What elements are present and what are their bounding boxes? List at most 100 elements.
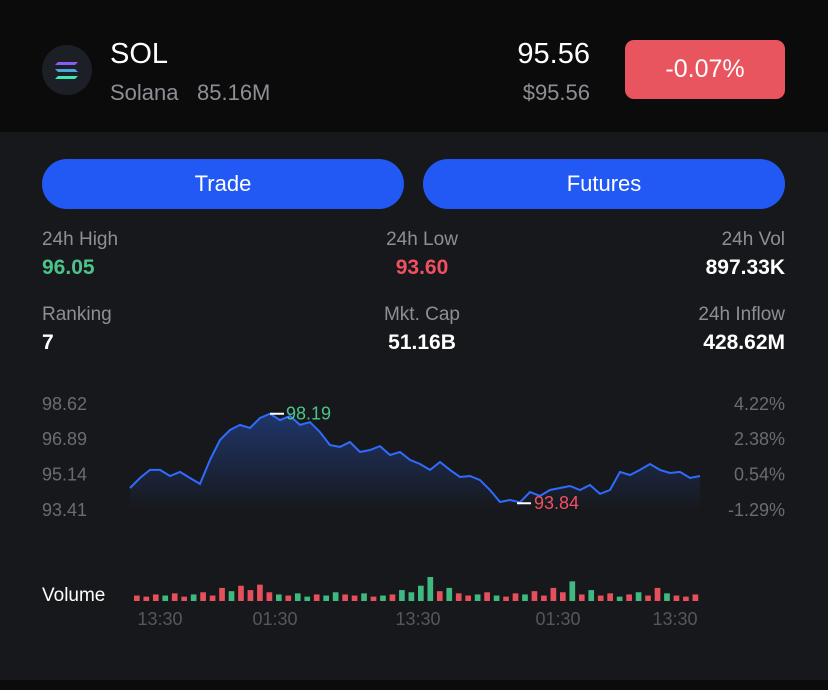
volume-bar xyxy=(455,593,462,601)
stat-value: 7 xyxy=(42,331,54,354)
volume-bar xyxy=(692,594,699,601)
x-tick-label: 13:30 xyxy=(137,609,182,629)
volume-bar xyxy=(304,596,311,601)
volume-bar xyxy=(427,577,434,601)
volume-bar xyxy=(607,593,614,601)
volume-bar xyxy=(323,595,330,601)
volume-bar xyxy=(474,594,481,601)
volume-bar xyxy=(361,593,367,601)
stat-label: 24h High xyxy=(42,229,119,250)
volume-bar xyxy=(418,585,424,601)
volume-bar xyxy=(351,595,358,601)
x-tick-label: 13:30 xyxy=(395,609,440,629)
price: 95.56 xyxy=(517,38,590,70)
coin-logo xyxy=(42,45,92,95)
volume-bar xyxy=(683,596,689,601)
min-label: 93.84 xyxy=(534,493,579,513)
volume-bar xyxy=(152,594,159,601)
volume-bar xyxy=(276,594,282,601)
volume-bar xyxy=(635,592,642,601)
volume-bar xyxy=(436,591,443,601)
x-tick-label: 01:30 xyxy=(252,609,297,629)
stat-value: 93.60 xyxy=(395,256,449,279)
volume-bar xyxy=(597,595,604,601)
volume-bar xyxy=(588,590,595,601)
volume-bar xyxy=(531,591,538,601)
volume-bar xyxy=(522,594,528,601)
volume-bar xyxy=(238,585,244,601)
volume-bar xyxy=(332,592,339,601)
volume-bar xyxy=(550,587,557,601)
volume-bar xyxy=(181,596,188,601)
volume-bar xyxy=(493,595,500,601)
volume-bar xyxy=(541,595,547,601)
y-tick-label: 98.62 xyxy=(42,394,87,414)
volume-bar xyxy=(190,594,197,601)
volume-bar xyxy=(673,595,680,601)
price-usd: $95.56 xyxy=(522,80,590,105)
volume-bar xyxy=(257,584,263,601)
volume-bar xyxy=(512,593,519,601)
footer-bar xyxy=(0,680,828,690)
price-chart: 98.62 96.89 95.14 93.41 4.22% 2.38% 0.54% -1.29… xyxy=(42,394,785,629)
volume-bar xyxy=(219,587,225,601)
volume-bar xyxy=(162,595,169,601)
volume-bar xyxy=(503,596,509,601)
volume-bar xyxy=(408,592,415,601)
stat-value: 428.62M xyxy=(703,331,785,354)
volume-bar xyxy=(465,595,472,601)
stat-label: 24h Low xyxy=(386,229,458,250)
coin-name: Solana xyxy=(110,80,179,105)
change-badge[interactable]: -0.07% xyxy=(625,40,785,99)
stat-value: 96.05 xyxy=(42,256,95,279)
volume-bar xyxy=(380,595,386,601)
volume-bar xyxy=(569,581,576,601)
stat-label: Mkt. Cap xyxy=(383,304,461,325)
volume-bar xyxy=(342,594,348,601)
volume-bar xyxy=(171,593,178,601)
volume-bar xyxy=(645,595,651,601)
stat-label: 24h Inflow xyxy=(698,304,785,325)
x-tick-label: 01:30 xyxy=(535,609,580,629)
volume-bar xyxy=(484,592,490,601)
y2-tick-label: 4.22% xyxy=(734,394,785,414)
y2-tick-label: 0.54% xyxy=(734,465,785,485)
volume-bar xyxy=(247,590,254,601)
coin-volume: 85.16M xyxy=(197,80,271,105)
trade-button[interactable]: Trade xyxy=(42,159,404,209)
volume-bar xyxy=(446,587,453,601)
volume-bar xyxy=(370,596,377,601)
symbol: SOL xyxy=(110,38,169,70)
stat-value: 51.16B xyxy=(388,331,456,354)
volume-bar xyxy=(285,595,292,601)
volume-bar xyxy=(389,594,396,601)
volume-bar xyxy=(266,592,273,601)
stat-value: 897.33K xyxy=(705,256,785,279)
volume-bar xyxy=(200,592,206,601)
volume-bar xyxy=(654,587,661,601)
volume-label: Volume xyxy=(42,585,105,606)
y2-tick-label: -1.29% xyxy=(728,500,785,520)
y-tick-label: 96.89 xyxy=(42,429,87,449)
volume-bar xyxy=(664,593,670,601)
volume-bar xyxy=(228,591,235,601)
y2-tick-label: 2.38% xyxy=(734,429,785,449)
stat-label: Ranking xyxy=(42,304,112,325)
stat-label: 24h Vol xyxy=(721,229,785,250)
volume-bar xyxy=(560,592,566,601)
price-line xyxy=(129,412,701,504)
volume-bar xyxy=(616,596,623,601)
volume-bar xyxy=(578,594,585,601)
volume-bar xyxy=(626,594,632,601)
max-label: 98.19 xyxy=(286,403,331,423)
volume-bar xyxy=(134,595,140,601)
y-tick-label: 93.41 xyxy=(42,500,87,520)
volume-bar xyxy=(209,595,216,601)
y-tick-label: 95.14 xyxy=(42,465,87,485)
volume-bar xyxy=(294,593,301,601)
x-tick-label: 13:30 xyxy=(652,609,697,629)
volume-bar xyxy=(313,594,320,601)
futures-button[interactable]: Futures xyxy=(423,159,785,209)
volume-bar xyxy=(143,596,150,601)
